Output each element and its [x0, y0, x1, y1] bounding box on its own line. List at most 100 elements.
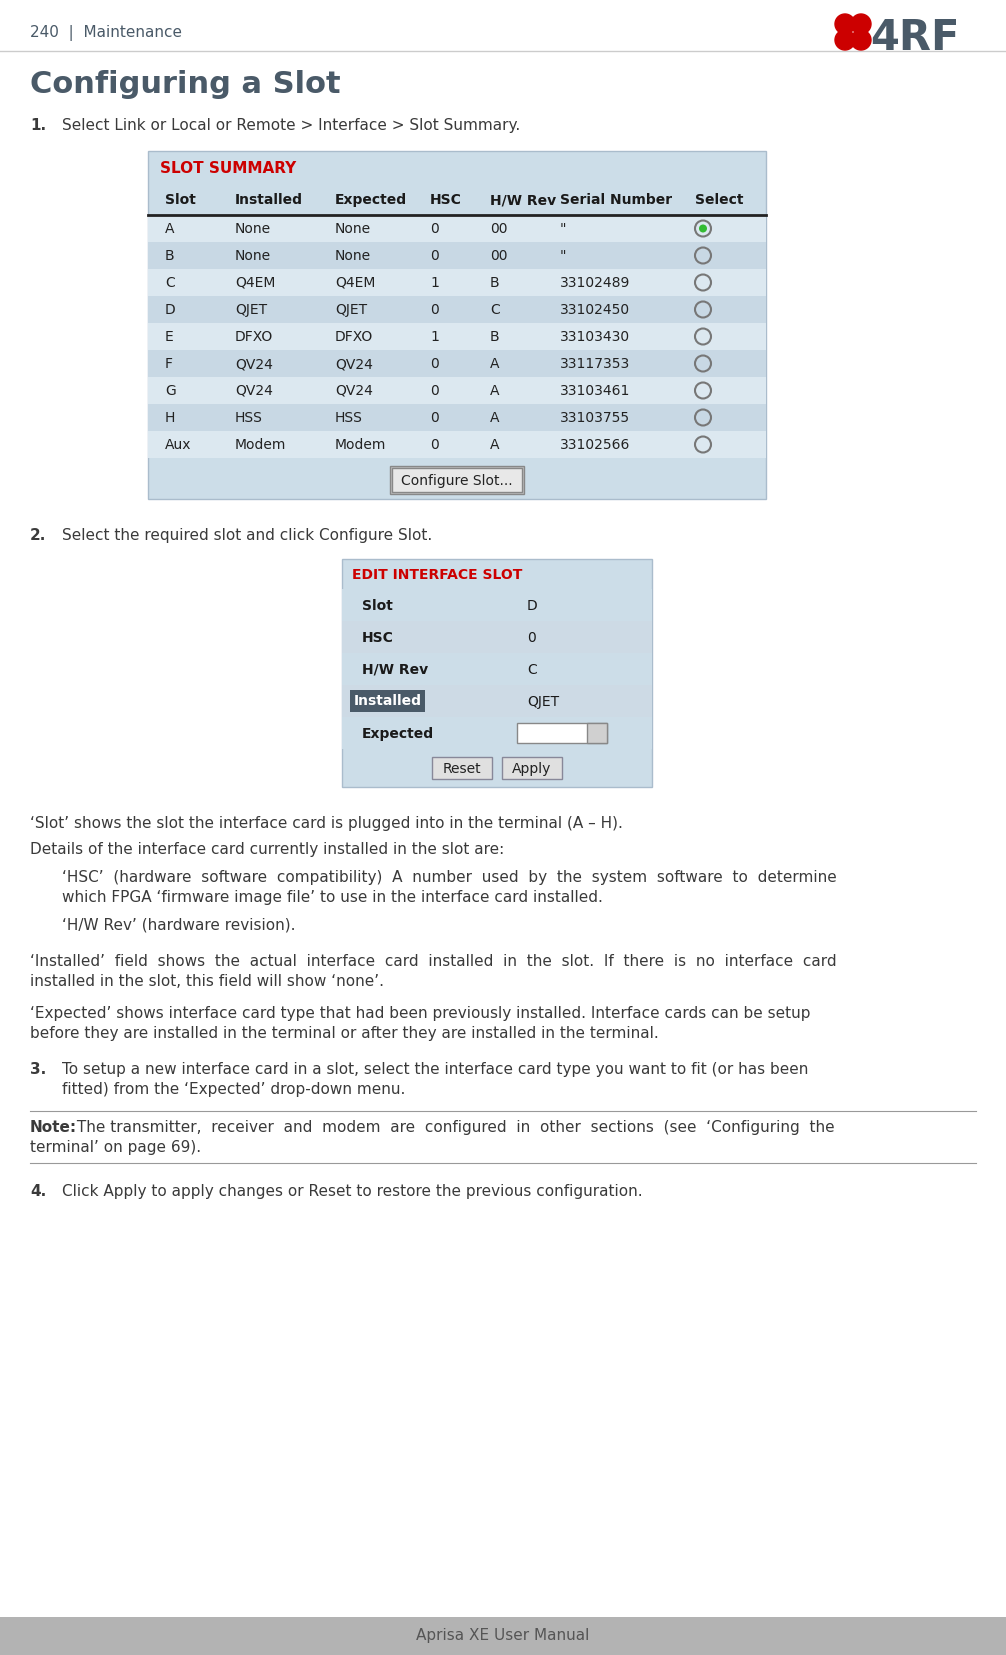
Text: F: F	[165, 357, 173, 371]
Text: v: v	[593, 728, 601, 740]
Text: 33102450: 33102450	[560, 303, 630, 316]
Text: 33117353: 33117353	[560, 357, 630, 371]
Text: Q4EM: Q4EM	[235, 276, 276, 290]
Text: ": "	[560, 248, 566, 263]
FancyBboxPatch shape	[148, 243, 766, 270]
Text: Modem: Modem	[235, 437, 287, 452]
FancyBboxPatch shape	[148, 405, 766, 432]
Text: E: E	[165, 329, 174, 344]
FancyBboxPatch shape	[148, 270, 766, 296]
Text: ‘Expected’ shows interface card type that had been previously installed. Interfa: ‘Expected’ shows interface card type tha…	[30, 1005, 811, 1021]
Text: Select Link or Local or Remote > Interface > Slot Summary.: Select Link or Local or Remote > Interfa…	[62, 118, 520, 132]
Circle shape	[851, 15, 871, 35]
FancyBboxPatch shape	[586, 723, 607, 743]
Text: 0: 0	[430, 384, 439, 397]
Text: HSC: HSC	[430, 194, 462, 207]
Text: A: A	[490, 357, 500, 371]
FancyBboxPatch shape	[342, 718, 652, 750]
FancyBboxPatch shape	[148, 296, 766, 324]
Text: Configuring a Slot: Configuring a Slot	[30, 70, 341, 99]
FancyBboxPatch shape	[502, 758, 562, 780]
Text: Serial Number: Serial Number	[560, 194, 672, 207]
Text: The transmitter,  receiver  and  modem  are  configured  in  other  sections  (s: The transmitter, receiver and modem are …	[72, 1119, 835, 1134]
Text: QJET: QJET	[523, 728, 555, 741]
Text: Installed: Installed	[354, 693, 422, 708]
FancyBboxPatch shape	[148, 351, 766, 377]
Text: ‘HSC’  (hardware  software  compatibility)  A  number  used  by  the  system  so: ‘HSC’ (hardware software compatibility) …	[62, 869, 837, 884]
Text: Note:: Note:	[30, 1119, 77, 1134]
Text: 0: 0	[430, 437, 439, 452]
Text: 4RF: 4RF	[870, 17, 960, 60]
Text: ‘H/W Rev’ (hardware revision).: ‘H/W Rev’ (hardware revision).	[62, 917, 296, 932]
Text: DFXO: DFXO	[335, 329, 373, 344]
Text: installed in the slot, this field will show ‘none’.: installed in the slot, this field will s…	[30, 973, 384, 988]
Text: Configure Slot...: Configure Slot...	[401, 473, 513, 488]
Text: ‘Installed’  field  shows  the  actual  interface  card  installed  in  the  slo: ‘Installed’ field shows the actual inter…	[30, 953, 837, 968]
FancyBboxPatch shape	[432, 758, 492, 780]
Text: Installed: Installed	[235, 194, 303, 207]
Text: HSS: HSS	[335, 410, 363, 425]
Text: 1: 1	[430, 276, 439, 290]
Text: Select the required slot and click Configure Slot.: Select the required slot and click Confi…	[62, 528, 433, 543]
FancyBboxPatch shape	[148, 377, 766, 405]
Text: Aux: Aux	[165, 437, 191, 452]
Text: SLOT SUMMARY: SLOT SUMMARY	[160, 161, 296, 175]
Text: QJET: QJET	[527, 695, 559, 708]
Text: 33102566: 33102566	[560, 437, 631, 452]
Text: 1: 1	[430, 329, 439, 344]
Text: C: C	[490, 303, 500, 316]
Text: QV24: QV24	[235, 384, 273, 397]
Text: Reset: Reset	[443, 761, 481, 776]
Text: 33103430: 33103430	[560, 329, 630, 344]
FancyBboxPatch shape	[342, 654, 652, 685]
Text: D: D	[165, 303, 176, 316]
Text: B: B	[490, 329, 500, 344]
FancyBboxPatch shape	[350, 690, 425, 713]
Text: 33103755: 33103755	[560, 410, 630, 425]
FancyBboxPatch shape	[148, 152, 766, 500]
Text: before they are installed in the terminal or after they are installed in the ter: before they are installed in the termina…	[30, 1026, 659, 1041]
Text: To setup a new interface card in a slot, select the interface card type you want: To setup a new interface card in a slot,…	[62, 1061, 809, 1076]
Text: Modem: Modem	[335, 437, 386, 452]
Text: 0: 0	[430, 248, 439, 263]
Text: 33103461: 33103461	[560, 384, 631, 397]
Text: terminal’ on page 69).: terminal’ on page 69).	[30, 1139, 201, 1154]
Text: H/W Rev: H/W Rev	[362, 662, 429, 677]
FancyBboxPatch shape	[148, 432, 766, 458]
Text: 0: 0	[430, 303, 439, 316]
Text: H/W Rev: H/W Rev	[490, 194, 556, 207]
Text: QV24: QV24	[235, 357, 273, 371]
FancyBboxPatch shape	[517, 723, 607, 743]
Text: 00: 00	[490, 222, 507, 237]
Text: A: A	[490, 384, 500, 397]
Text: Click Apply to apply changes or Reset to restore the previous configuration.: Click Apply to apply changes or Reset to…	[62, 1183, 643, 1198]
Text: 33102489: 33102489	[560, 276, 631, 290]
Text: 0: 0	[430, 222, 439, 237]
Text: None: None	[335, 248, 371, 263]
Text: Slot: Slot	[165, 194, 196, 207]
Text: C: C	[527, 662, 537, 677]
Text: Expected: Expected	[362, 727, 435, 740]
FancyBboxPatch shape	[148, 215, 766, 243]
Text: 0: 0	[430, 357, 439, 371]
Text: G: G	[165, 384, 176, 397]
Text: QV24: QV24	[335, 357, 373, 371]
Text: ‘Slot’ shows the slot the interface card is plugged into in the terminal (A – H): ‘Slot’ shows the slot the interface card…	[30, 816, 623, 831]
Text: A: A	[490, 437, 500, 452]
Text: None: None	[335, 222, 371, 237]
Text: Q4EM: Q4EM	[335, 276, 375, 290]
Text: 00: 00	[490, 248, 507, 263]
FancyBboxPatch shape	[342, 685, 652, 718]
Text: Expected: Expected	[335, 194, 407, 207]
Text: B: B	[490, 276, 500, 290]
Text: Aprisa XE User Manual: Aprisa XE User Manual	[416, 1627, 590, 1642]
Text: Slot: Slot	[362, 599, 393, 612]
Text: 240  |  Maintenance: 240 | Maintenance	[30, 25, 182, 41]
Text: 2.: 2.	[30, 528, 46, 543]
Text: D: D	[527, 599, 538, 612]
Text: Select: Select	[695, 194, 743, 207]
Text: HSC: HSC	[362, 631, 394, 644]
FancyBboxPatch shape	[392, 468, 522, 493]
Text: A: A	[490, 410, 500, 425]
Text: 4.: 4.	[30, 1183, 46, 1198]
